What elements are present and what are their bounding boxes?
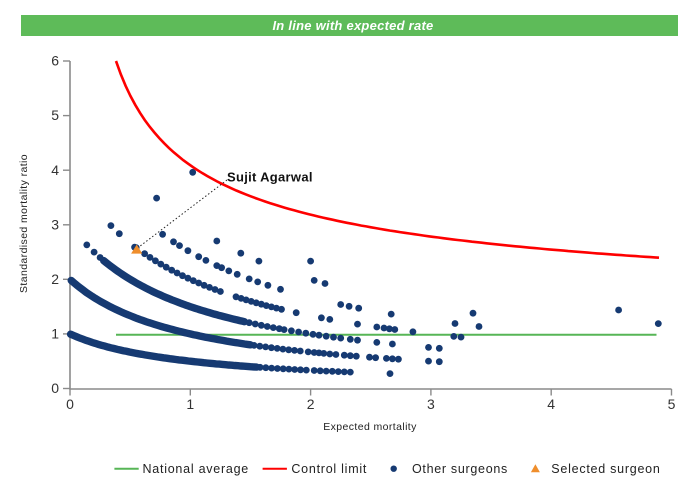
svg-text:2: 2 [51, 271, 59, 287]
svg-text:Expected mortality: Expected mortality [323, 421, 417, 433]
svg-text:3: 3 [51, 216, 59, 232]
svg-text:2: 2 [307, 396, 315, 412]
svg-text:6: 6 [51, 53, 59, 69]
svg-text:Other surgeons: Other surgeons [412, 462, 508, 476]
svg-text:0: 0 [51, 380, 59, 396]
svg-text:Selected surgeon: Selected surgeon [551, 462, 660, 476]
svg-text:0: 0 [66, 396, 74, 412]
svg-text:3: 3 [427, 396, 435, 412]
svg-text:4: 4 [51, 162, 59, 178]
svg-text:1: 1 [51, 326, 59, 342]
svg-text:Sujit Agarwal: Sujit Agarwal [227, 170, 313, 185]
svg-text:Control limit: Control limit [291, 462, 367, 476]
svg-text:National average: National average [143, 462, 250, 476]
svg-text:5: 5 [668, 396, 676, 412]
svg-text:Standardised mortality ratio: Standardised mortality ratio [18, 154, 30, 293]
svg-text:4: 4 [547, 396, 555, 412]
svg-text:1: 1 [186, 396, 194, 412]
svg-text:5: 5 [51, 107, 59, 123]
